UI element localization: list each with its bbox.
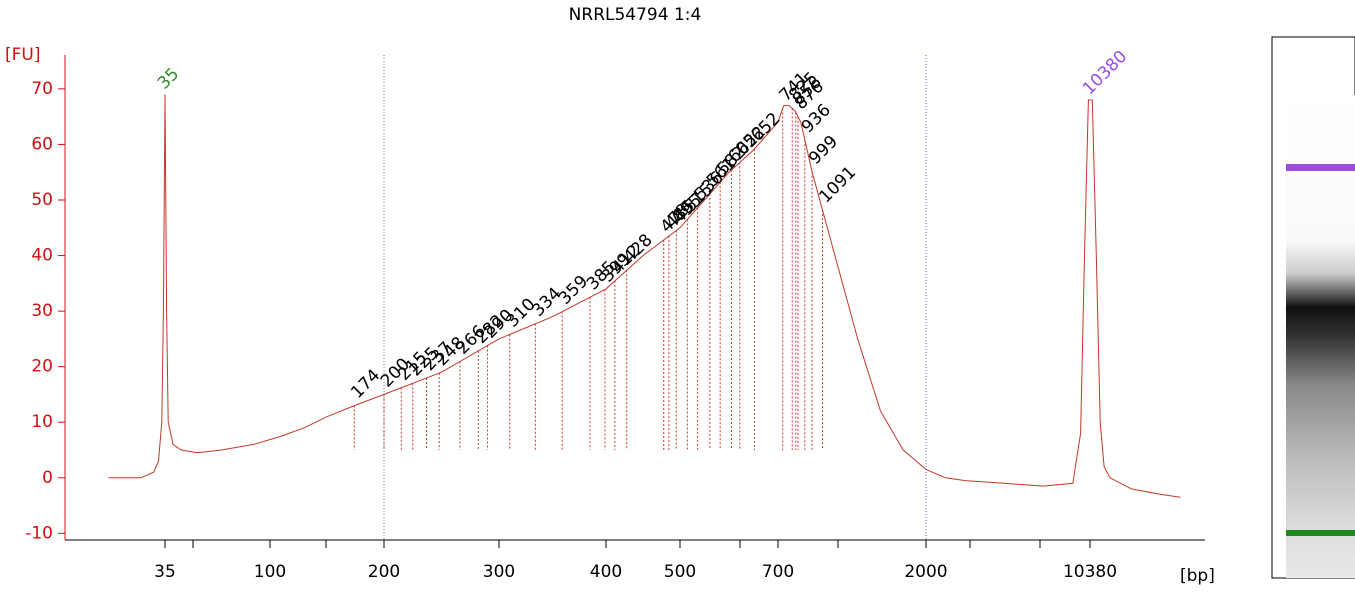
- chart-title: NRRL54794 1:4: [569, 5, 702, 25]
- y-tick-label: 10: [31, 412, 53, 432]
- trace: [108, 94, 1181, 498]
- marker-label: 35: [154, 64, 183, 93]
- y-tick-label: 70: [31, 79, 53, 99]
- minor-ticks: [192, 540, 1041, 548]
- y-tick-label: 0: [42, 468, 53, 488]
- x-tick-label: 300: [483, 562, 515, 582]
- gel-band: [1286, 530, 1355, 536]
- y-tick-label: -10: [25, 523, 53, 543]
- marker-label: 10380: [1079, 47, 1131, 99]
- y-tick-label: 30: [31, 301, 53, 321]
- gel-band: [1286, 164, 1355, 171]
- x-tick-label: 400: [590, 562, 622, 582]
- x-axis-label: [bp]: [1180, 566, 1215, 586]
- y-tick-label: 40: [31, 246, 53, 266]
- x-tick-label: 700: [762, 562, 794, 582]
- x-tick-label: 35: [154, 562, 176, 582]
- y-tick-label: 20: [31, 357, 53, 377]
- x-tick-label: 200: [368, 562, 400, 582]
- x-tick-label: 2000: [904, 562, 947, 582]
- peak-label: 174: [347, 366, 384, 403]
- y-tick-label: 60: [31, 134, 53, 154]
- y-tick-label: 50: [31, 190, 53, 210]
- x-tick-label: 100: [254, 562, 286, 582]
- gel-lane: [1286, 95, 1355, 578]
- x-tick-label: 500: [664, 562, 696, 582]
- peak-label: 1091: [815, 162, 860, 207]
- x-tick-label: 10380: [1063, 562, 1117, 582]
- y-axis-label: [FU]: [5, 45, 41, 65]
